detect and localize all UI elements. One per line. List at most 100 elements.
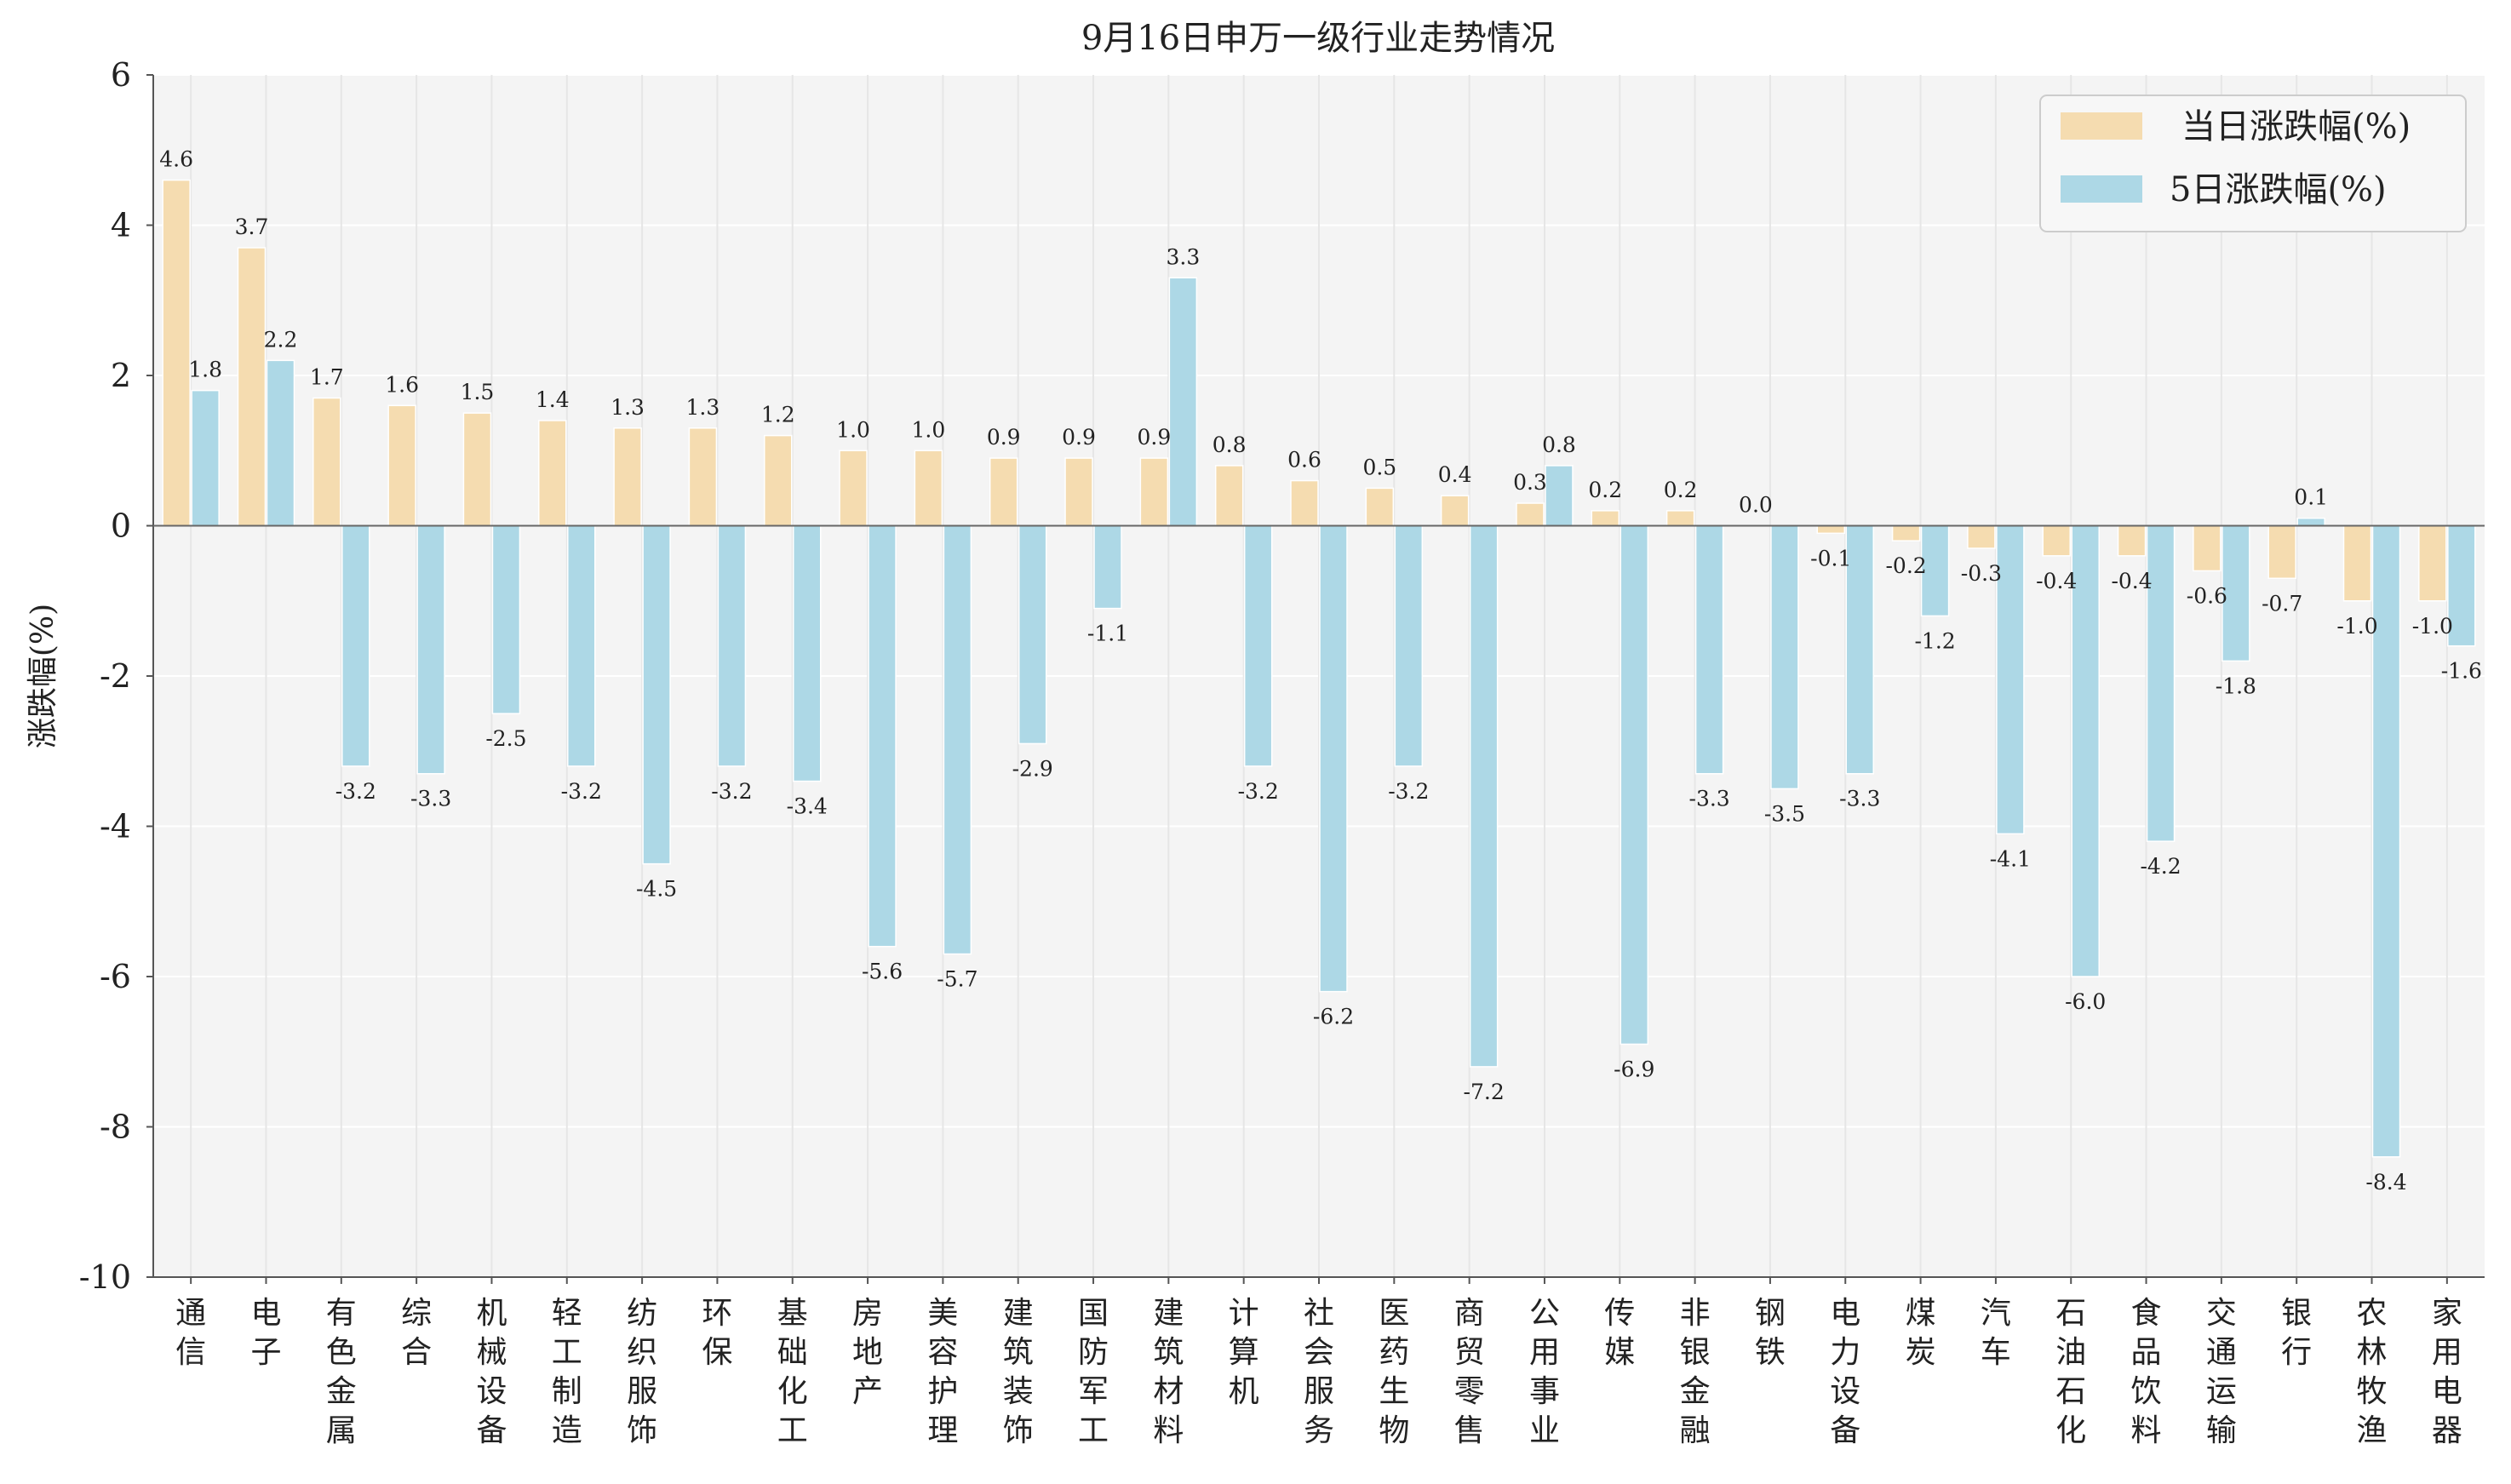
label-5day: -6.0	[2065, 989, 2106, 1014]
bar-5day	[1469, 524, 1499, 1068]
label-daily: 1.3	[686, 395, 720, 420]
bar-daily	[613, 427, 642, 527]
label-daily: 1.0	[836, 417, 870, 442]
label-5day: -3.5	[1764, 801, 1805, 826]
label-daily: 0.3	[1513, 470, 1547, 495]
x-category-label: 建筑材料	[1153, 1296, 1184, 1448]
label-daily: -1.0	[2336, 614, 2377, 639]
label-daily: 1.0	[912, 417, 946, 442]
label-daily: 1.7	[310, 364, 344, 389]
label-daily: 0.2	[1588, 478, 1622, 502]
bar-5day	[1545, 465, 1574, 527]
x-category-label: 交通运输	[2206, 1296, 2237, 1448]
label-5day: -6.9	[1614, 1057, 1654, 1081]
bar-5day	[491, 524, 521, 714]
bar-daily	[1816, 524, 1846, 535]
legend: 当日涨跌幅(%) 5日涨跌幅(%)	[2039, 95, 2467, 232]
y-tick-label: 2	[111, 357, 131, 394]
x-category-label: 食品饮料	[2131, 1296, 2162, 1448]
label-daily: 0.8	[1213, 433, 1247, 457]
y-tick-label: 0	[111, 507, 131, 545]
bar-daily	[2267, 524, 2296, 580]
x-category-label: 煤炭	[1906, 1296, 1936, 1370]
label-5day: -3.2	[561, 779, 602, 804]
label-5day: -4.5	[636, 877, 677, 902]
legend-box	[2039, 95, 2467, 232]
legend-swatch-5day	[2061, 175, 2142, 203]
bar-5day	[2296, 517, 2325, 527]
bar-daily	[2342, 524, 2372, 602]
x-category-label: 通信	[175, 1296, 206, 1370]
bar-daily	[1665, 510, 1695, 527]
bar-daily	[1365, 487, 1395, 527]
label-5day: 2.2	[264, 327, 298, 352]
bar-5day	[2146, 524, 2176, 842]
label-daily: 0.2	[1664, 478, 1698, 502]
bar-5day	[1770, 524, 1799, 790]
label-daily: -0.2	[1885, 553, 1926, 578]
y-tick-label: 4	[111, 207, 131, 244]
label-daily: 0.5	[1362, 455, 1396, 479]
label-daily: 0.9	[1062, 425, 1096, 450]
label-daily: 0.6	[1287, 448, 1321, 473]
label-daily: 1.2	[761, 403, 795, 427]
bar-daily	[2042, 524, 2071, 557]
x-category-label: 电力设备	[1830, 1296, 1860, 1448]
x-category-label: 家用电器	[2432, 1296, 2462, 1448]
bar-5day	[416, 524, 445, 775]
label-daily: 1.6	[385, 372, 419, 397]
label-5day: -3.3	[1689, 787, 1730, 811]
bar-5day	[1168, 277, 1198, 527]
label-daily: -0.7	[2262, 591, 2302, 616]
bar-daily	[914, 450, 943, 527]
y-tick-label: 6	[111, 56, 131, 94]
label-daily: 1.4	[536, 387, 570, 412]
x-category-label: 综合	[401, 1296, 432, 1370]
label-5day: 0.8	[1542, 433, 1576, 457]
x-category-label: 石油石化	[2055, 1296, 2086, 1448]
label-daily: 1.3	[611, 395, 645, 420]
label-daily: -0.6	[2187, 583, 2227, 608]
bar-5day	[868, 524, 897, 948]
x-category-label: 汽车	[1981, 1296, 2011, 1370]
bar-5day	[2071, 524, 2100, 977]
bar-5day	[1319, 524, 1348, 993]
bar-daily	[462, 412, 492, 527]
x-category-label: 轻工制造	[552, 1296, 582, 1448]
y-tick-label: -4	[100, 808, 131, 845]
label-5day: -7.2	[1464, 1080, 1505, 1104]
bar-5day	[792, 524, 822, 782]
bar-daily	[2193, 524, 2221, 572]
x-category-label: 电子	[250, 1296, 281, 1370]
label-5day: -5.7	[937, 967, 977, 992]
label-daily: -0.3	[1961, 561, 2002, 586]
bar-daily	[1591, 510, 1620, 527]
bar-daily	[387, 404, 416, 527]
label-5day: -1.2	[1914, 628, 1955, 653]
chart-title: 9月16日申万一级行业走势情况	[1081, 19, 1555, 58]
label-5day: -3.4	[787, 794, 828, 819]
legend-label-daily: 当日涨跌幅(%)	[2181, 107, 2411, 146]
bar-daily	[1440, 495, 1470, 527]
x-category-label: 国防军工	[1078, 1296, 1109, 1448]
bar-5day	[2221, 524, 2250, 662]
bar-5day	[341, 524, 370, 767]
label-5day: -3.2	[1238, 779, 1279, 804]
legend-label-5day: 5日涨跌幅(%)	[2170, 170, 2387, 209]
bar-5day	[567, 524, 596, 767]
label-5day: 0.1	[2294, 485, 2328, 510]
x-category-label: 环保	[702, 1296, 732, 1370]
x-category-label: 钢铁	[1755, 1296, 1786, 1370]
y-tick-label: -6	[100, 958, 131, 995]
bar-5day	[1920, 524, 1950, 617]
bar-daily	[1891, 524, 1921, 541]
label-daily: 0.4	[1438, 462, 1472, 487]
x-category-label: 医药生物	[1379, 1296, 1409, 1448]
x-category-label: 传媒	[1604, 1296, 1635, 1370]
legend-swatch-daily	[2061, 112, 2142, 140]
bar-daily	[237, 247, 267, 527]
data-labels: 4.6 1.8 3.7 2.2 1.7 -3.2 1.6 -3.3 1.5 -2.5 1.4 -3.2…	[159, 147, 2482, 1195]
bar-daily	[538, 420, 567, 527]
